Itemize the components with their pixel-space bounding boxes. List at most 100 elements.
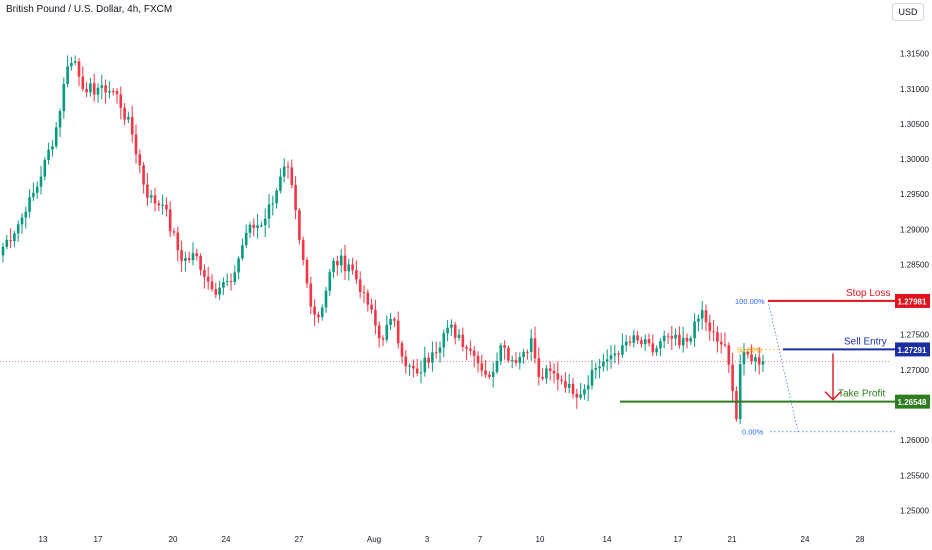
candle-body bbox=[476, 355, 480, 364]
candle-body bbox=[738, 364, 742, 420]
candle-body bbox=[719, 341, 723, 345]
candle-body bbox=[465, 346, 468, 349]
candle-body bbox=[750, 354, 753, 362]
candle-body bbox=[495, 361, 499, 372]
candle-body bbox=[127, 116, 130, 120]
candle-body bbox=[617, 353, 620, 355]
candle-body bbox=[24, 211, 28, 218]
candle-body bbox=[427, 357, 430, 363]
candle-body bbox=[480, 363, 484, 371]
x-tick-label: 7 bbox=[478, 535, 483, 544]
candle-body bbox=[317, 314, 320, 318]
candle-body bbox=[518, 357, 522, 363]
candle-body bbox=[453, 324, 457, 338]
candle-body bbox=[355, 270, 358, 280]
candle-body bbox=[81, 76, 85, 89]
chart-title: British Pound / U.S. Dollar, 4h, FXCM bbox=[6, 4, 173, 15]
candle-body bbox=[47, 149, 50, 160]
x-tick-label: 28 bbox=[856, 535, 865, 544]
candle-body bbox=[412, 365, 415, 369]
y-tick-label: 1.31500 bbox=[900, 50, 929, 59]
candle-body bbox=[282, 166, 286, 177]
y-tick-label: 1.27500 bbox=[900, 331, 929, 340]
y-tick-label: 1.30000 bbox=[900, 155, 929, 164]
candle-body bbox=[556, 373, 560, 380]
candle-body bbox=[400, 343, 404, 357]
candle-body bbox=[716, 332, 719, 342]
candle-body bbox=[560, 379, 563, 381]
candle-body bbox=[191, 253, 195, 261]
candle-body bbox=[636, 335, 639, 341]
candle-body bbox=[624, 341, 628, 346]
y-tick-label: 1.27000 bbox=[900, 366, 929, 375]
candle-body bbox=[203, 269, 206, 277]
candle-body bbox=[670, 336, 674, 339]
candle-body bbox=[248, 224, 252, 233]
candle-body bbox=[583, 389, 586, 395]
candle-body bbox=[73, 61, 77, 63]
candle-body bbox=[389, 318, 392, 325]
candle-body bbox=[286, 166, 290, 168]
candle-body bbox=[431, 352, 434, 363]
candle-body bbox=[100, 85, 104, 88]
candle-body bbox=[727, 345, 731, 365]
candle-body bbox=[32, 192, 35, 198]
candle-body bbox=[533, 338, 537, 359]
fib-50-label: 50.00% bbox=[737, 345, 763, 354]
candle-body bbox=[111, 91, 115, 93]
candle-body bbox=[172, 231, 176, 233]
candle-body bbox=[301, 239, 305, 260]
candle-body bbox=[123, 107, 126, 120]
currency-button[interactable]: USD bbox=[892, 3, 924, 21]
candle-body bbox=[104, 85, 107, 93]
candle-body bbox=[28, 197, 31, 212]
candle-body bbox=[689, 338, 693, 342]
candle-body bbox=[396, 320, 400, 344]
candle-body bbox=[415, 368, 419, 374]
candle-body bbox=[16, 224, 20, 234]
fib-100-label: 100.00% bbox=[735, 297, 765, 306]
candle-body bbox=[290, 167, 294, 186]
candle-body bbox=[434, 352, 438, 354]
take-profit-price-text: 1.26548 bbox=[898, 398, 927, 407]
candle-body bbox=[153, 195, 157, 204]
candle-body bbox=[609, 355, 613, 360]
x-tick-label: 17 bbox=[674, 535, 683, 544]
candle-body bbox=[469, 348, 472, 351]
candle-body bbox=[115, 91, 119, 95]
candle-body bbox=[165, 204, 168, 210]
candle-body bbox=[457, 334, 461, 338]
candle-body bbox=[678, 334, 681, 346]
take-profit-label: Take Profit bbox=[838, 389, 885, 400]
x-tick-label: 24 bbox=[801, 535, 810, 544]
candle-body bbox=[260, 225, 263, 227]
candle-body bbox=[176, 232, 180, 251]
candle-body bbox=[161, 204, 164, 206]
candle-body bbox=[643, 339, 647, 344]
fib-0-label: 0.00% bbox=[742, 428, 764, 437]
candle-body bbox=[96, 87, 100, 95]
y-tick-label: 1.28500 bbox=[900, 260, 929, 269]
candle-body bbox=[746, 351, 750, 355]
candle-body bbox=[488, 374, 491, 377]
candle-body bbox=[590, 369, 594, 386]
sell-entry-price-text: 1.27291 bbox=[898, 346, 927, 355]
candle-body bbox=[529, 338, 533, 352]
candle-body bbox=[404, 356, 408, 367]
candle-body bbox=[510, 359, 514, 361]
candle-body bbox=[442, 333, 446, 348]
candle-body bbox=[393, 318, 396, 321]
candle-body bbox=[541, 376, 544, 379]
x-tick-label: 14 bbox=[603, 535, 612, 544]
candle-body bbox=[613, 353, 617, 356]
stop-loss-price-text: 1.27981 bbox=[898, 297, 927, 306]
candle-body bbox=[358, 279, 362, 292]
fib-diagonal bbox=[767, 300, 799, 432]
candle-body bbox=[586, 385, 590, 390]
candle-body bbox=[674, 334, 677, 339]
candle-body bbox=[199, 256, 202, 270]
candle-body bbox=[187, 258, 191, 261]
candle-body bbox=[62, 83, 66, 112]
candle-body bbox=[267, 204, 271, 219]
